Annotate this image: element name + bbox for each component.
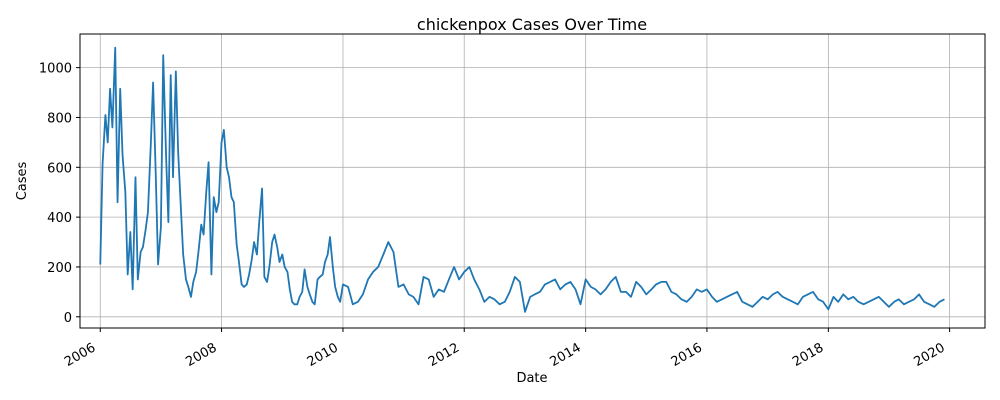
y-axis-ticks: 0 200 400 600 800 1000 — [39, 62, 80, 326]
plot-area-frame — [79, 33, 986, 329]
chart-title: chickenpox Cases Over Time — [417, 15, 647, 34]
y-tick-label: 400 — [47, 211, 72, 226]
y-tick-label: 800 — [47, 111, 72, 126]
y-tick-label: 200 — [47, 261, 72, 276]
y-tick-label: 0 — [64, 311, 72, 326]
y-tick-label: 600 — [47, 161, 72, 176]
y-tick-label: 1000 — [39, 62, 72, 77]
series-line — [99, 46, 945, 313]
grid-lines — [80, 34, 985, 328]
series-layer — [99, 46, 945, 313]
y-axis-title: Cases — [15, 161, 30, 200]
x-axis-title: Date — [516, 371, 547, 386]
